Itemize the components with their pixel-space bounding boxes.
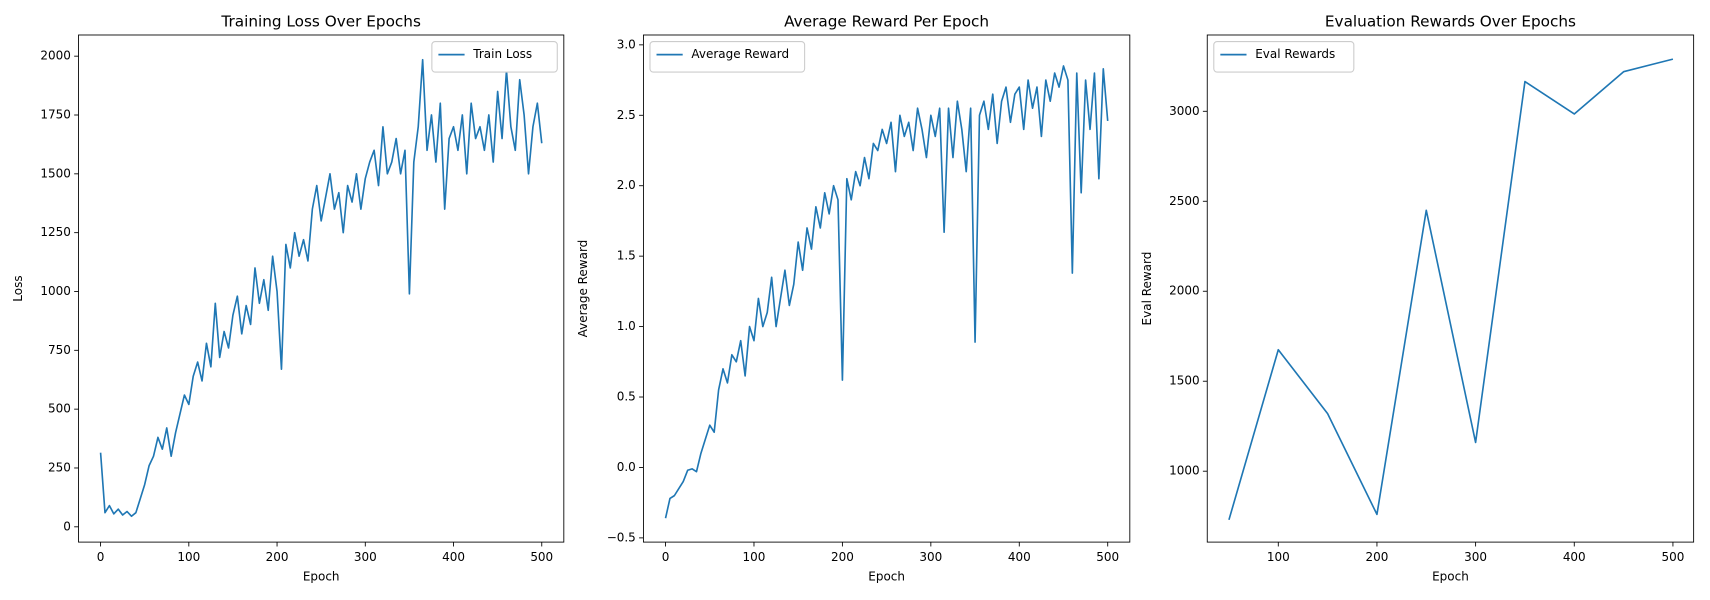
data-line bbox=[1228, 58, 1674, 521]
legend-label: Average Reward bbox=[691, 47, 789, 61]
y-tick-label: 1000 bbox=[40, 284, 71, 298]
y-tick-label: 0.0 bbox=[617, 460, 636, 474]
x-tick-label: 200 bbox=[831, 550, 854, 564]
legend-label: Train Loss bbox=[472, 47, 532, 61]
y-tick-label: 1000 bbox=[1169, 464, 1200, 478]
x-tick-label: 300 bbox=[1464, 550, 1487, 564]
x-axis-label: Epoch bbox=[868, 570, 905, 584]
x-tick-label: 100 bbox=[743, 550, 766, 564]
legend-box bbox=[649, 40, 806, 73]
x-tick-label: 400 bbox=[1563, 550, 1586, 564]
x-tick-label: 0 bbox=[662, 550, 670, 564]
y-tick-label: 1500 bbox=[40, 166, 71, 180]
y-tick-label: 1750 bbox=[40, 108, 71, 122]
y-tick-label: 0.5 bbox=[617, 390, 636, 404]
y-tick-label: 2000 bbox=[40, 49, 71, 63]
y-axis-label: Loss bbox=[11, 275, 25, 301]
legend-box bbox=[1213, 40, 1355, 73]
y-axis-label: Eval Reward bbox=[1140, 252, 1154, 326]
x-tick-label: 100 bbox=[1267, 550, 1290, 564]
legend-label: Eval Rewards bbox=[1255, 47, 1335, 61]
x-tick-label: 300 bbox=[919, 550, 942, 564]
y-tick-label: 0 bbox=[63, 519, 71, 533]
y-tick-label: −0.5 bbox=[607, 530, 636, 544]
x-tick-label: 300 bbox=[354, 550, 377, 564]
x-tick-label: 400 bbox=[1008, 550, 1031, 564]
chart-title: Evaluation Rewards Over Epochs bbox=[1325, 12, 1576, 30]
axes-frame bbox=[642, 34, 1131, 543]
y-tick-label: 250 bbox=[48, 460, 71, 474]
x-axis-label: Epoch bbox=[303, 570, 340, 584]
y-tick-label: 2500 bbox=[1169, 194, 1200, 208]
y-axis-label: Average Reward bbox=[576, 240, 590, 338]
x-tick-label: 500 bbox=[1096, 550, 1119, 564]
data-line bbox=[99, 58, 543, 518]
x-tick-label: 400 bbox=[442, 550, 465, 564]
x-tick-label: 0 bbox=[97, 550, 105, 564]
chart-title: Training Loss Over Epochs bbox=[220, 12, 421, 30]
y-tick-label: 750 bbox=[48, 343, 71, 357]
y-tick-label: 2.0 bbox=[617, 178, 636, 192]
chart-title: Average Reward Per Epoch bbox=[784, 12, 989, 30]
x-axis-label: Epoch bbox=[1432, 570, 1469, 584]
y-tick-label: 1.0 bbox=[617, 319, 636, 333]
y-tick-label: 500 bbox=[48, 402, 71, 416]
legend-box bbox=[431, 40, 558, 73]
y-tick-label: 2000 bbox=[1169, 284, 1200, 298]
x-tick-label: 200 bbox=[1366, 550, 1389, 564]
x-tick-label: 100 bbox=[177, 550, 200, 564]
y-tick-label: 1.5 bbox=[617, 249, 636, 263]
y-tick-label: 2.5 bbox=[617, 108, 636, 122]
y-tick-label: 3000 bbox=[1169, 104, 1200, 118]
axes-frame bbox=[1206, 34, 1695, 543]
y-tick-label: 1500 bbox=[1169, 374, 1200, 388]
y-tick-label: 1250 bbox=[40, 225, 71, 239]
data-line bbox=[664, 65, 1109, 519]
axes-frame bbox=[78, 34, 565, 543]
y-tick-label: 3.0 bbox=[617, 37, 636, 51]
x-tick-label: 200 bbox=[266, 550, 289, 564]
x-tick-label: 500 bbox=[530, 550, 553, 564]
x-tick-label: 500 bbox=[1661, 550, 1684, 564]
